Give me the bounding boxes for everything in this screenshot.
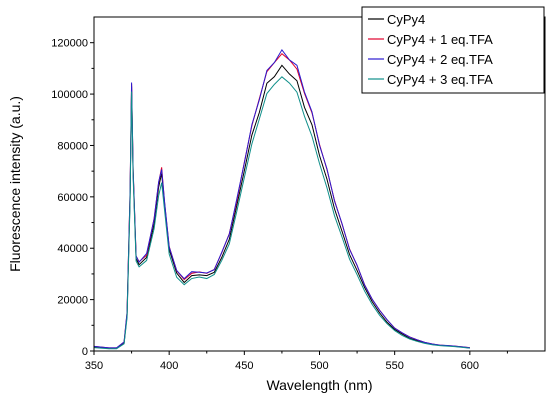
legend-label: CyPy4 + 1 eq.TFA bbox=[387, 32, 493, 47]
plot-area bbox=[94, 48, 470, 350]
legend-box bbox=[361, 6, 545, 94]
x-tick-label: 450 bbox=[235, 360, 253, 372]
x-tick-label: 600 bbox=[461, 360, 479, 372]
axes: 350 400 450 500 550 600 0 20000 40000 60000 80000 1… bbox=[51, 38, 508, 372]
series-line-1 bbox=[94, 64, 470, 349]
x-tick-label: 550 bbox=[385, 360, 403, 372]
y-tick-label: 20000 bbox=[57, 295, 88, 307]
x-tick-label: 400 bbox=[160, 360, 178, 372]
y-axis-title: Fluorescence intensity (a.u.) bbox=[7, 96, 23, 272]
legend: CyPy4 CyPy4 + 1 eq.TFA CyPy4 + 2 eq.TFA CyP… bbox=[361, 6, 545, 94]
x-tick-label: 500 bbox=[310, 360, 328, 372]
series-line-3 bbox=[94, 48, 470, 349]
legend-label: CyPy4 bbox=[387, 12, 425, 27]
y-tick-label: 0 bbox=[82, 346, 88, 358]
y-tick-label: 80000 bbox=[57, 140, 88, 152]
legend-label: CyPy4 + 2 eq.TFA bbox=[387, 52, 493, 67]
legend-label: CyPy4 + 3 eq.TFA bbox=[387, 72, 493, 87]
x-axis-title: Wavelength (nm) bbox=[266, 377, 372, 393]
series-line-4 bbox=[94, 76, 470, 350]
x-tick-label: 350 bbox=[85, 360, 103, 372]
y-tick-label: 60000 bbox=[57, 192, 88, 204]
y-tick-label: 40000 bbox=[57, 243, 88, 255]
y-tick-label: 120000 bbox=[51, 38, 88, 50]
y-tick-label: 100000 bbox=[51, 89, 88, 101]
